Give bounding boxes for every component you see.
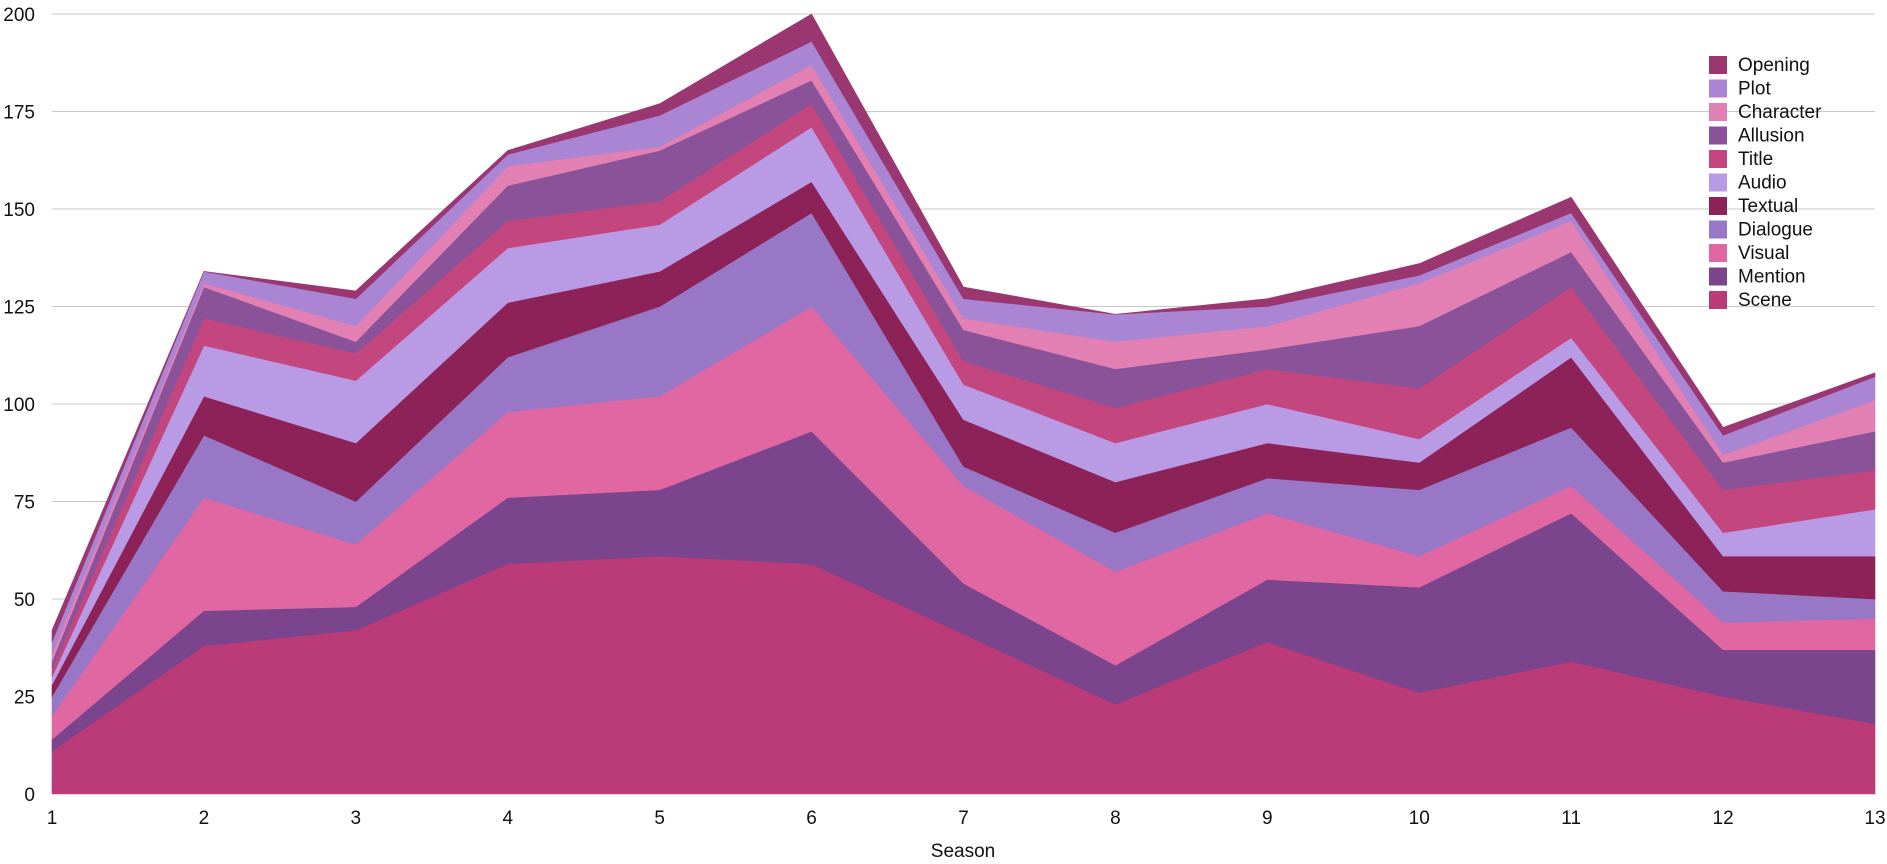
legend-label-dialogue: Dialogue bbox=[1738, 220, 1813, 241]
area-series-group bbox=[51, 13, 1876, 795]
x-axis-tick-labels: 1 2 3 4 5 6 7 8 9 10 11 12 13 bbox=[47, 808, 1886, 829]
x-tick-label: 2 bbox=[199, 808, 210, 829]
x-tick-label: 6 bbox=[806, 808, 817, 829]
x-tick-label: 11 bbox=[1561, 808, 1581, 829]
y-tick-label: 0 bbox=[24, 785, 35, 806]
legend-label-plot: Plot bbox=[1738, 79, 1771, 100]
legend-label-scene: Scene bbox=[1738, 290, 1792, 311]
x-tick-label: 7 bbox=[958, 808, 969, 829]
y-axis-tick-labels: 0 25 50 75 100 125 150 175 200 bbox=[3, 5, 35, 806]
legend-label-character: Character bbox=[1738, 102, 1822, 123]
legend-label-allusion: Allusion bbox=[1738, 126, 1805, 147]
legend-swatch-allusion bbox=[1709, 126, 1727, 145]
legend-swatch-textual bbox=[1709, 197, 1727, 215]
legend-swatch-visual bbox=[1709, 244, 1727, 262]
legend-swatch-mention bbox=[1709, 267, 1727, 286]
x-tick-label: 1 bbox=[47, 808, 58, 829]
y-tick-label: 200 bbox=[3, 5, 35, 26]
legend-swatch-audio bbox=[1709, 173, 1727, 192]
legend-label-textual: Textual bbox=[1738, 196, 1798, 217]
x-tick-label: 9 bbox=[1262, 808, 1273, 829]
x-tick-label: 4 bbox=[502, 808, 513, 829]
area-series-opening bbox=[51, 13, 1876, 643]
y-tick-label: 75 bbox=[14, 493, 35, 514]
y-tick-label: 50 bbox=[14, 590, 35, 611]
y-tick-label: 25 bbox=[14, 688, 35, 709]
x-tick-label: 5 bbox=[654, 808, 665, 829]
y-tick-label: 175 bbox=[3, 103, 35, 124]
y-tick-label: 150 bbox=[3, 200, 35, 221]
x-tick-label: 8 bbox=[1110, 808, 1121, 829]
legend-label-visual: Visual bbox=[1738, 243, 1789, 264]
legend-label-opening: Opening bbox=[1738, 55, 1810, 76]
x-axis-title: Season bbox=[931, 841, 995, 862]
legend-swatch-plot bbox=[1709, 79, 1727, 98]
x-tick-label: 3 bbox=[351, 808, 362, 829]
legend-label-audio: Audio bbox=[1738, 173, 1787, 194]
y-tick-label: 100 bbox=[3, 395, 35, 416]
legend-swatch-dialogue bbox=[1709, 220, 1727, 239]
x-tick-label: 13 bbox=[1864, 808, 1885, 829]
x-tick-label: 12 bbox=[1713, 808, 1734, 829]
y-tick-label: 125 bbox=[3, 298, 35, 319]
legend-label-title: Title bbox=[1738, 149, 1773, 170]
legend-swatch-character bbox=[1709, 103, 1727, 121]
legend-swatch-scene bbox=[1709, 291, 1727, 309]
x-tick-label: 10 bbox=[1409, 808, 1430, 829]
legend-swatch-title bbox=[1709, 150, 1727, 168]
legend-label-mention: Mention bbox=[1738, 267, 1806, 288]
legend-swatch-opening bbox=[1709, 56, 1727, 74]
